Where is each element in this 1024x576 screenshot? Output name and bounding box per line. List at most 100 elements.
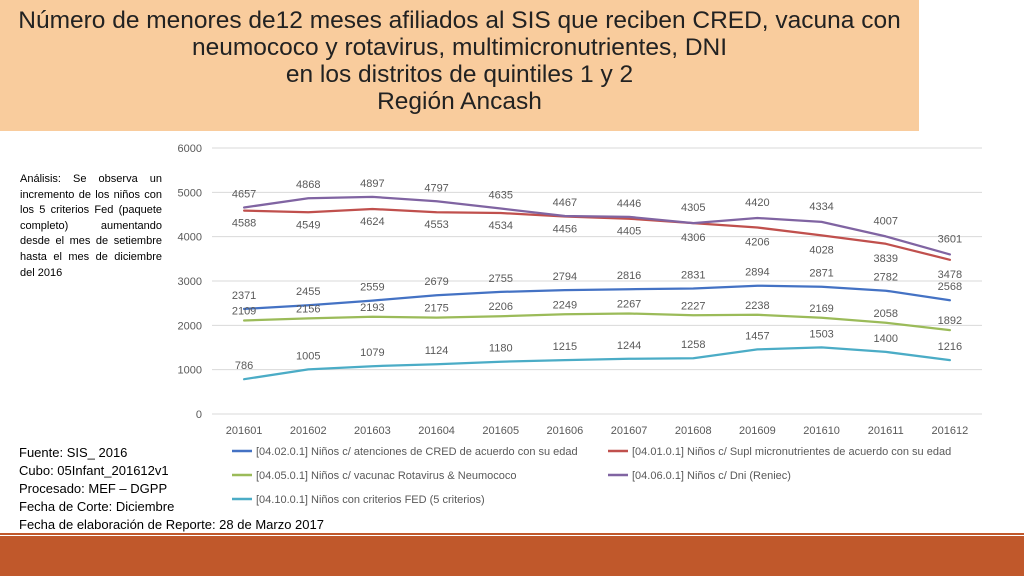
- data-label: 2871: [809, 268, 833, 280]
- legend-label: [04.10.0.1] Niños con criterios FED (5 c…: [256, 494, 485, 506]
- data-label: 4868: [296, 179, 320, 191]
- data-label: 2175: [424, 303, 448, 315]
- data-label: 2894: [745, 267, 769, 279]
- data-label: 4588: [232, 218, 256, 230]
- source-notes: Fuente: SIS_ 2016 Cubo: 05Infant_201612v…: [19, 444, 324, 534]
- data-label: 2794: [553, 271, 577, 283]
- y-tick-label: 5000: [178, 187, 202, 199]
- legend-label: [04.06.0.1] Niños c/ Dni (Reniec): [632, 470, 791, 482]
- data-label: 2755: [489, 273, 513, 285]
- y-tick-label: 4000: [178, 232, 202, 244]
- data-label: 4534: [489, 220, 513, 232]
- legend-label: [04.05.0.1] Niños c/ vacunac Rotavirus &…: [256, 470, 516, 482]
- title-line-3: en los distritos de quintiles 1 y 2: [285, 61, 634, 88]
- data-label: 4797: [424, 182, 448, 194]
- data-label: 1457: [745, 330, 769, 342]
- data-label: 4405: [617, 226, 641, 238]
- data-label: 4897: [360, 178, 384, 190]
- x-tick-label: 201608: [675, 425, 712, 437]
- x-tick-label: 201602: [290, 425, 327, 437]
- x-tick-label: 201604: [418, 425, 455, 437]
- data-label: 4549: [296, 219, 320, 231]
- x-tick-label: 201611: [868, 425, 904, 437]
- data-label: 1216: [938, 341, 962, 353]
- data-label: 2156: [296, 303, 320, 315]
- data-label: 4007: [874, 215, 898, 227]
- data-label: 1400: [874, 333, 898, 345]
- x-tick-label: 201603: [354, 425, 391, 437]
- data-label: 4635: [489, 190, 513, 202]
- data-label: 4446: [617, 198, 641, 210]
- title-line-4: Región Ancash: [377, 88, 542, 115]
- y-tick-label: 6000: [178, 143, 202, 155]
- data-label: 4420: [745, 197, 769, 209]
- data-label: 2782: [874, 272, 898, 284]
- data-label: 2455: [296, 286, 320, 298]
- data-label: 4306: [681, 232, 705, 244]
- source-cubo: Cubo: 05Infant_201612v1: [19, 463, 169, 478]
- data-label: 2568: [938, 281, 962, 293]
- x-tick-label: 201605: [482, 425, 519, 437]
- data-label: 3601: [938, 233, 962, 245]
- series-line-3: [242, 312, 952, 332]
- title-line-2: neumococo y rotavirus, multimicronutrien…: [191, 34, 728, 61]
- legend-label: [04.02.0.1] Niños c/ atenciones de CRED …: [256, 446, 578, 458]
- title-line-1: Número de menores de12 meses afiliados a…: [18, 7, 901, 34]
- data-label: 2679: [424, 276, 448, 288]
- data-label: 2816: [617, 270, 641, 282]
- data-label: 1215: [553, 341, 577, 353]
- data-label: 4553: [424, 219, 448, 231]
- source-fuente: Fuente: SIS_ 2016: [19, 445, 128, 460]
- data-label: 4456: [553, 223, 577, 235]
- legend-label: [04.01.0.1] Niños c/ Supl micronutriente…: [632, 446, 951, 458]
- data-label: 1079: [360, 347, 384, 359]
- data-label: 2238: [745, 300, 769, 312]
- data-label: 786: [235, 360, 253, 372]
- data-label: 4206: [745, 237, 769, 249]
- data-label: 1244: [617, 340, 641, 352]
- data-label: 3478: [938, 269, 962, 281]
- data-label: 2193: [360, 302, 384, 314]
- analysis-text: Análisis: Se observa un incremento de lo…: [20, 173, 162, 279]
- data-label: 1258: [681, 339, 705, 351]
- data-label: 4467: [553, 197, 577, 209]
- data-label: 3839: [874, 253, 898, 265]
- footer-band: [0, 536, 1024, 576]
- data-label: 2249: [553, 299, 577, 311]
- data-label: 4657: [232, 189, 256, 201]
- data-label: 4624: [360, 216, 384, 228]
- data-label: 2371: [232, 290, 256, 302]
- footer-line: [0, 533, 1024, 535]
- x-tick-label: 201607: [611, 425, 648, 437]
- x-tick-label: 201606: [547, 425, 584, 437]
- source-procesado: Procesado: MEF – DGPP: [19, 481, 168, 496]
- data-label: 2206: [489, 301, 513, 313]
- y-tick-label: 3000: [178, 276, 202, 288]
- source-fecha-elaboracion: Fecha de elaboración de Reporte: 28 de M…: [19, 517, 324, 532]
- series-line-5: [242, 346, 952, 381]
- data-label: 4305: [681, 202, 705, 214]
- data-label: 2559: [360, 282, 384, 294]
- data-label: 2109: [232, 306, 256, 318]
- y-tick-label: 2000: [178, 320, 202, 332]
- data-label: 1892: [938, 315, 962, 327]
- data-label: 4334: [809, 201, 833, 213]
- data-label: 2267: [617, 298, 641, 310]
- data-label: 2058: [874, 308, 898, 320]
- series-line-4: [242, 195, 952, 256]
- data-label: 4028: [809, 244, 833, 256]
- y-tick-label: 1000: [178, 365, 202, 377]
- data-label: 1503: [809, 328, 833, 340]
- data-label: 2831: [681, 269, 705, 281]
- x-tick-label: 201612: [932, 425, 969, 437]
- data-label: 1005: [296, 350, 320, 362]
- series-line-2: [242, 207, 952, 261]
- x-tick-label: 201609: [739, 425, 776, 437]
- x-tick-label: 201601: [226, 425, 263, 437]
- data-label: 1124: [425, 345, 449, 357]
- series-line-1: [242, 284, 952, 311]
- source-fecha-corte: Fecha de Corte: Diciembre: [19, 499, 175, 514]
- title-box: Número de menores de12 meses afiliados a…: [0, 0, 919, 131]
- data-label: 1180: [489, 343, 513, 355]
